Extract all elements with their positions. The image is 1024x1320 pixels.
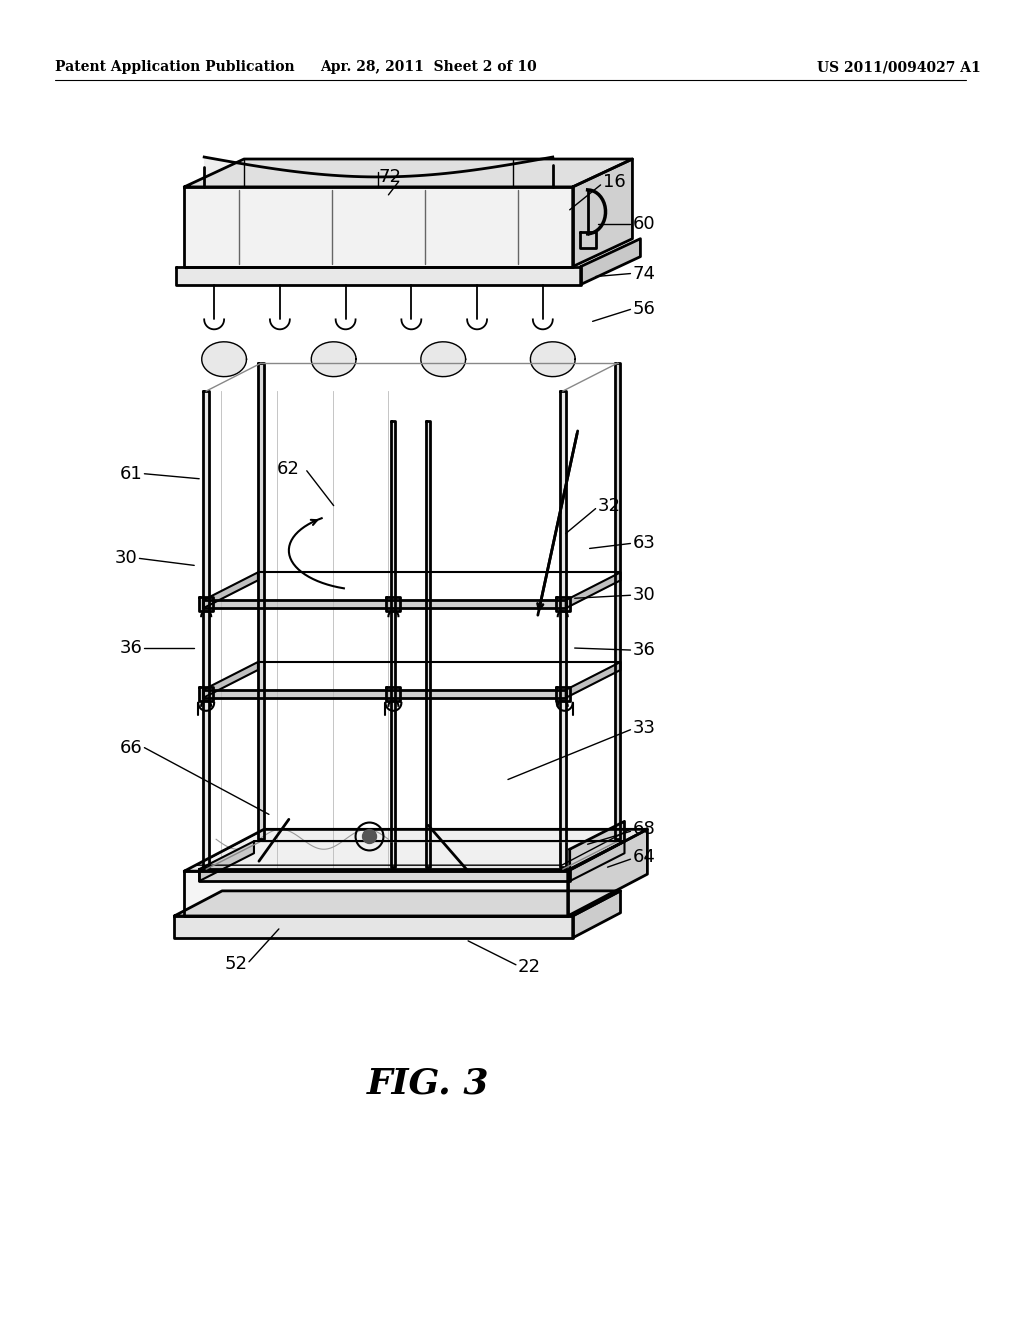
Text: 62: 62: [276, 459, 300, 478]
Polygon shape: [569, 841, 625, 882]
Polygon shape: [530, 342, 575, 376]
Polygon shape: [184, 158, 633, 187]
Text: FIG. 3: FIG. 3: [367, 1067, 489, 1101]
Text: 32: 32: [598, 496, 621, 515]
Text: 66: 66: [120, 739, 142, 756]
Polygon shape: [197, 829, 630, 865]
Text: 33: 33: [633, 718, 655, 737]
Text: 36: 36: [120, 639, 142, 657]
Text: 60: 60: [633, 215, 655, 232]
Polygon shape: [311, 342, 356, 376]
Polygon shape: [203, 690, 565, 698]
Text: 52: 52: [224, 954, 247, 973]
Polygon shape: [184, 187, 572, 267]
Polygon shape: [580, 232, 596, 248]
Text: Apr. 28, 2011  Sheet 2 of 10: Apr. 28, 2011 Sheet 2 of 10: [319, 61, 537, 74]
Text: 63: 63: [633, 535, 655, 553]
Polygon shape: [572, 891, 621, 939]
Polygon shape: [614, 363, 621, 840]
Text: US 2011/0094027 A1: US 2011/0094027 A1: [817, 61, 980, 74]
Polygon shape: [203, 573, 258, 609]
Text: 30: 30: [115, 549, 137, 568]
Text: 16: 16: [602, 173, 626, 191]
Polygon shape: [567, 829, 647, 916]
Polygon shape: [569, 821, 625, 869]
Polygon shape: [200, 841, 254, 882]
Polygon shape: [184, 871, 567, 916]
Polygon shape: [174, 891, 621, 916]
Polygon shape: [556, 686, 569, 701]
Polygon shape: [203, 663, 258, 698]
Polygon shape: [174, 916, 572, 939]
Polygon shape: [426, 421, 430, 867]
Polygon shape: [565, 663, 621, 698]
Text: 72: 72: [379, 168, 401, 186]
Polygon shape: [258, 363, 264, 840]
Polygon shape: [184, 829, 647, 871]
Text: 36: 36: [633, 642, 655, 659]
Polygon shape: [386, 686, 400, 701]
Circle shape: [362, 829, 377, 843]
Polygon shape: [200, 597, 213, 611]
Polygon shape: [386, 597, 400, 611]
Polygon shape: [200, 686, 213, 701]
Polygon shape: [572, 158, 633, 267]
Text: 61: 61: [120, 465, 142, 483]
Text: 74: 74: [633, 264, 655, 282]
Polygon shape: [203, 391, 209, 867]
Text: 64: 64: [633, 849, 655, 866]
Polygon shape: [202, 342, 247, 376]
Text: Patent Application Publication: Patent Application Publication: [54, 61, 295, 74]
Text: 68: 68: [633, 820, 655, 838]
Polygon shape: [203, 601, 565, 609]
Polygon shape: [176, 267, 581, 285]
Text: 22: 22: [518, 958, 541, 975]
Polygon shape: [581, 239, 640, 285]
Polygon shape: [391, 421, 395, 867]
Polygon shape: [200, 869, 569, 882]
Text: 56: 56: [633, 301, 655, 318]
Text: 30: 30: [633, 586, 655, 605]
Polygon shape: [556, 597, 569, 611]
Polygon shape: [421, 342, 466, 376]
Polygon shape: [565, 573, 621, 609]
Polygon shape: [560, 391, 565, 867]
